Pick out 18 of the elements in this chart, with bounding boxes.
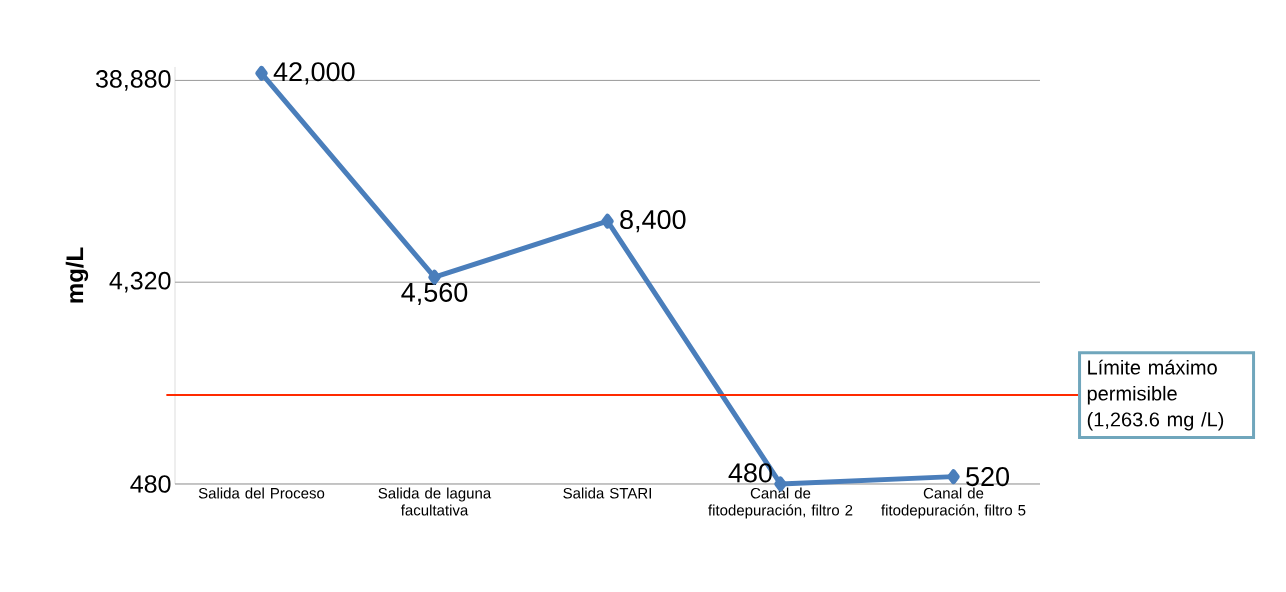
x-tick-label: Salida de laguna facultativa	[378, 487, 492, 516]
text: 520	[966, 467, 1010, 487]
x-tick-label: Canal de fitodepuración, filtro 2	[708, 487, 853, 519]
point	[601, 213, 614, 229]
point	[255, 65, 268, 81]
y-axis-title: mg/L	[65, 247, 89, 303]
y-tick-label: 480	[130, 475, 171, 493]
text: 480	[728, 463, 772, 483]
x-tick-label: Salida del Proceso	[198, 487, 325, 499]
y-tick-label: 4,320	[109, 271, 171, 293]
text: 42,000	[273, 62, 355, 85]
x-tick-label: Canal de fitodepuración, filtro 5	[881, 487, 1026, 519]
point	[947, 469, 960, 485]
x-tick-label: Salida STARI	[563, 487, 651, 499]
text: 8,400	[620, 209, 686, 233]
ref-line-label: Límite máximo permisible (1,263.6 mg /L)	[1087, 359, 1224, 431]
y-tick-label: 38,880	[95, 70, 171, 91]
text: 4,560	[401, 282, 468, 306]
